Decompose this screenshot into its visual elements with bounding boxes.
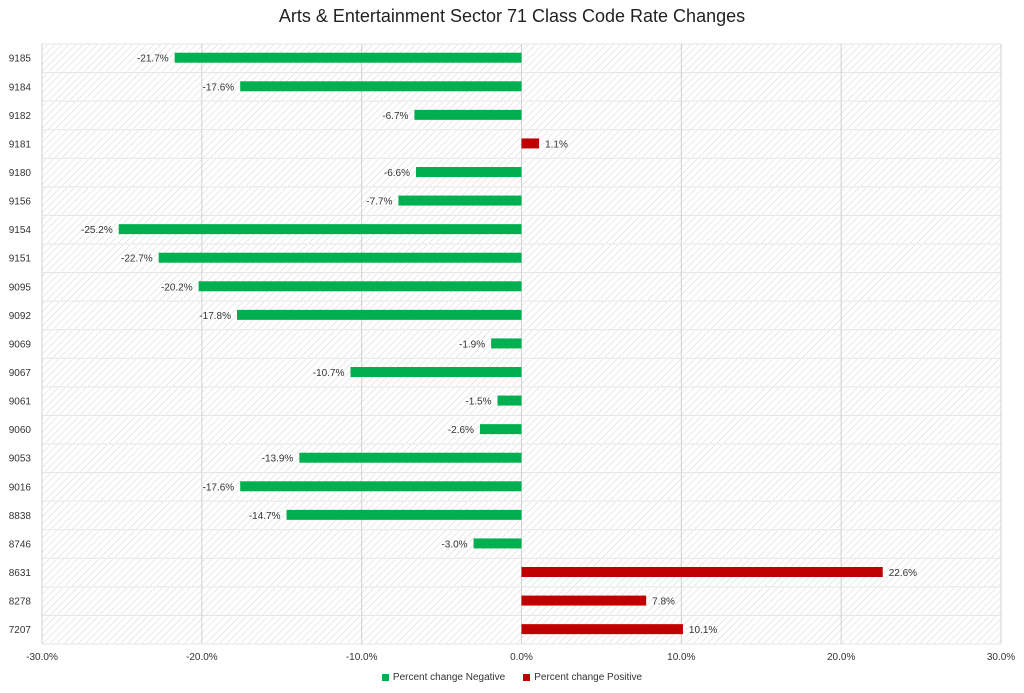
data-label: -17.8% xyxy=(199,311,231,322)
x-tick-label: 10.0% xyxy=(667,652,695,663)
category-label: 9092 xyxy=(9,311,32,322)
legend-label-negative: Percent change Negative xyxy=(392,672,506,683)
data-label: -20.2% xyxy=(161,282,193,293)
category-label: 9181 xyxy=(9,139,32,150)
category-label: 8746 xyxy=(9,539,32,550)
category-label: 9060 xyxy=(9,425,32,436)
legend-label-positive: Percent change Positive xyxy=(534,672,643,683)
bar xyxy=(416,167,522,177)
bar xyxy=(521,138,540,149)
data-label: -1.5% xyxy=(465,397,491,408)
data-label: -17.6% xyxy=(203,482,235,493)
data-label: 10.1% xyxy=(689,625,717,636)
category-label: 8838 xyxy=(9,511,32,522)
data-label: -2.6% xyxy=(448,425,474,436)
bar xyxy=(398,195,522,206)
data-label: -3.0% xyxy=(441,539,467,550)
x-tick-label: -30.0% xyxy=(26,652,58,663)
legend-item-negative: Percent change Negative xyxy=(381,672,506,683)
bar xyxy=(299,452,522,463)
data-label: -13.9% xyxy=(262,454,294,465)
bar xyxy=(473,538,522,549)
category-label: 7207 xyxy=(9,625,32,636)
data-label: 7.8% xyxy=(652,597,675,608)
bar xyxy=(118,224,522,235)
data-label: -22.7% xyxy=(121,254,153,265)
legend-swatch-negative xyxy=(381,674,389,681)
bar xyxy=(350,367,522,377)
legend-swatch-positive xyxy=(523,674,531,681)
legend: Percent change Negative Percent change P… xyxy=(0,672,1024,683)
bar xyxy=(414,109,522,120)
category-label: 9185 xyxy=(9,54,32,65)
bar xyxy=(286,509,522,520)
data-label: 1.1% xyxy=(545,139,568,150)
bar xyxy=(240,81,522,92)
data-label: 22.6% xyxy=(889,568,917,579)
bar xyxy=(158,252,522,263)
data-label: -1.9% xyxy=(459,339,485,350)
bar xyxy=(240,481,522,492)
category-label: 9067 xyxy=(9,368,32,379)
category-label: 9182 xyxy=(9,111,32,122)
bar xyxy=(491,338,522,349)
category-label: 9156 xyxy=(9,197,32,208)
category-label: 9095 xyxy=(9,282,32,293)
data-label: -10.7% xyxy=(313,368,345,379)
category-label: 9061 xyxy=(9,397,32,408)
data-label: -7.7% xyxy=(366,197,392,208)
x-tick-label: 0.0% xyxy=(510,652,533,663)
bar xyxy=(174,52,522,63)
category-label: 8631 xyxy=(9,568,32,579)
bar xyxy=(521,624,683,635)
data-label: -17.6% xyxy=(203,82,235,93)
x-tick-label: -10.0% xyxy=(346,652,378,663)
category-label: 9053 xyxy=(9,454,32,465)
category-label: 8278 xyxy=(9,597,32,608)
data-label: -14.7% xyxy=(249,511,281,522)
x-tick-label: 30.0% xyxy=(987,652,1015,663)
data-label: -6.7% xyxy=(382,111,408,122)
bar xyxy=(479,424,522,435)
bar xyxy=(497,395,522,406)
category-label: 9016 xyxy=(9,482,32,493)
category-label: 9151 xyxy=(9,254,32,265)
category-label: 9180 xyxy=(9,168,32,179)
category-label: 9069 xyxy=(9,339,32,350)
bar xyxy=(198,281,522,292)
data-label: -25.2% xyxy=(81,225,113,236)
x-tick-label: -20.0% xyxy=(186,652,218,663)
category-label: 9184 xyxy=(9,82,32,93)
chart-title: Arts & Entertainment Sector 71 Class Cod… xyxy=(278,6,746,26)
legend-item-positive: Percent change Positive xyxy=(523,672,642,683)
data-label: -21.7% xyxy=(137,54,169,65)
category-label: 9154 xyxy=(9,225,32,236)
data-label: -6.6% xyxy=(384,168,410,179)
bar xyxy=(521,567,883,577)
bar xyxy=(521,595,647,606)
x-tick-label: 20.0% xyxy=(827,652,855,663)
bar xyxy=(236,309,522,320)
